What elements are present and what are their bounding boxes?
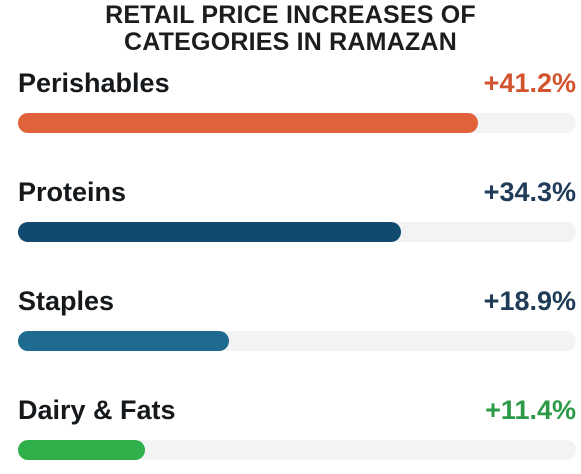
bar-staples: [18, 331, 229, 351]
bar-row-header: Proteins +34.3%: [18, 175, 578, 215]
chart-title-line-1: RETAIL PRICE INCREASES OF: [105, 1, 476, 29]
bar-proteins: [18, 222, 401, 242]
value-label-staples: +18.9%: [483, 286, 576, 316]
bar-track: [18, 113, 576, 133]
bar-row-dairy-fats: Dairy & Fats +11.4%: [18, 393, 578, 474]
category-label-dairy-fats: Dairy & Fats: [18, 395, 176, 425]
bar-perishables: [18, 113, 478, 133]
category-label-staples: Staples: [18, 286, 115, 316]
bar-dairy-fats: [18, 440, 145, 460]
bar-row-proteins: Proteins +34.3%: [18, 175, 578, 275]
chart-title-line-2: CATEGORIES IN RAMAZAN: [124, 28, 457, 56]
bar-track: [18, 331, 576, 351]
value-label-proteins: +34.3%: [483, 177, 576, 207]
bar-row-perishables: Perishables +41.2%: [18, 66, 578, 166]
value-label-perishables: +41.2%: [483, 68, 576, 98]
category-label-proteins: Proteins: [18, 177, 127, 207]
bar-row-header: Staples +18.9%: [18, 284, 578, 324]
bar-row-header: Dairy & Fats +11.4%: [18, 393, 578, 433]
value-label-dairy-fats: +11.4%: [485, 395, 576, 425]
chart-title: RETAIL PRICE INCREASES OF CATEGORIES IN …: [0, 2, 581, 56]
category-label-perishables: Perishables: [18, 68, 170, 98]
bar-track: [18, 222, 576, 242]
bar-track: [18, 440, 576, 460]
bar-row-staples: Staples +18.9%: [18, 284, 578, 384]
bar-row-header: Perishables +41.2%: [18, 66, 578, 106]
